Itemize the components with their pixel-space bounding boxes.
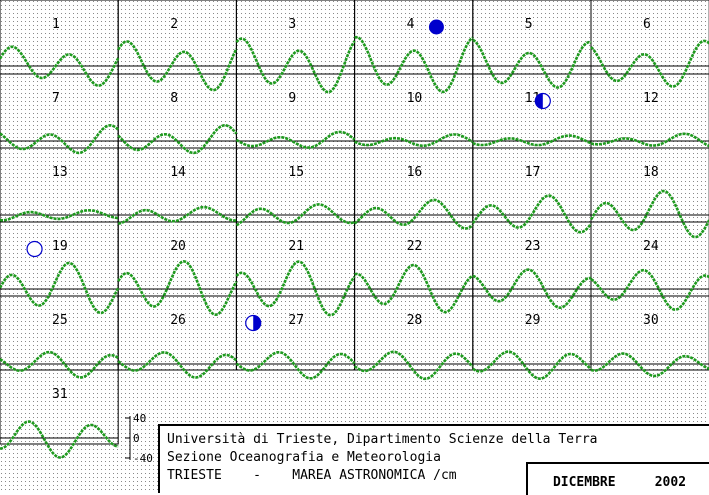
day-label: 29 <box>525 313 541 328</box>
day-label: 24 <box>643 239 659 254</box>
day-cells <box>0 0 709 445</box>
tide-curve <box>471 194 593 234</box>
tide-curve <box>235 203 355 227</box>
tide-curve <box>590 352 709 378</box>
last-quarter-moon-icon <box>245 314 262 332</box>
day-label: 5 <box>525 17 533 32</box>
day-label: 15 <box>288 165 304 180</box>
tide-curve <box>235 130 356 149</box>
month-text: DICEMBRE <box>552 475 616 490</box>
day-label: 10 <box>407 91 423 106</box>
tide-curve <box>117 260 238 317</box>
day-label: 25 <box>52 313 68 328</box>
day-label: 26 <box>170 313 186 328</box>
tide-curve <box>235 37 356 94</box>
tide-curve <box>117 205 237 225</box>
year-text: 2002 <box>654 475 687 490</box>
first-quarter-moon-icon <box>534 92 551 110</box>
y-tick-label: 40 <box>133 412 146 425</box>
tide-curve <box>472 268 592 310</box>
new-moon-icon <box>428 19 444 35</box>
tide-curve <box>0 261 120 315</box>
tide-curve <box>0 124 120 155</box>
tide-curve <box>472 134 592 147</box>
day-label: 16 <box>407 165 423 180</box>
day-label: 23 <box>525 239 541 254</box>
tide-curve <box>472 350 592 381</box>
tide-curve <box>117 351 238 379</box>
tide-curve <box>117 124 238 155</box>
tide-curve <box>0 420 119 459</box>
day-label: 9 <box>288 91 296 106</box>
tide-curve <box>235 260 356 317</box>
tide-curve <box>472 38 592 89</box>
day-label: 14 <box>170 165 186 180</box>
tide-curve <box>354 133 474 148</box>
chart-title: TRIESTE - MAREA ASTRONOMICA /cm <box>167 468 457 483</box>
day-cell <box>590 295 709 371</box>
tide-curves <box>0 35 709 459</box>
day-label: 17 <box>525 165 541 180</box>
full-moon-icon <box>26 240 43 258</box>
day-label: 2 <box>170 17 178 32</box>
info-box: Università di Trieste, Dipartimento Scie… <box>158 424 709 495</box>
day-label: 20 <box>170 239 186 254</box>
day-label: 1 <box>52 17 60 32</box>
tide-curve <box>0 209 119 222</box>
subject-text: MAREA ASTRONOMICA /cm <box>292 468 457 483</box>
tide-curve <box>353 350 474 381</box>
day-label: 27 <box>288 313 304 328</box>
day-label: 18 <box>643 165 659 180</box>
day-label: 6 <box>643 17 651 32</box>
tide-curve <box>590 39 709 88</box>
tide-curve <box>353 198 474 230</box>
institution-text: Università di Trieste, Dipartimento Scie… <box>167 432 598 447</box>
tide-curve <box>0 350 119 379</box>
location-text: TRIESTE <box>167 468 222 483</box>
month-year: DICEMBRE 2002 <box>528 475 709 490</box>
day-label: 28 <box>407 313 423 328</box>
tide-curve <box>354 263 474 314</box>
day-label: 19 <box>52 239 68 254</box>
tide-curve <box>0 45 120 87</box>
section-text: Sezione Oceanografia e Meteorologia <box>167 450 441 465</box>
y-tick-label: -40 <box>133 452 153 465</box>
month-box: DICEMBRE 2002 <box>526 462 709 495</box>
day-cell <box>0 369 119 445</box>
day-label: 7 <box>52 91 60 106</box>
day-label: 3 <box>288 17 296 32</box>
day-label: 21 <box>288 239 304 254</box>
moon-phases <box>26 19 551 332</box>
day-label: 8 <box>170 91 178 106</box>
tide-curve <box>354 35 474 94</box>
tide-curve <box>589 189 709 239</box>
day-label: 13 <box>52 165 68 180</box>
tide-curve <box>235 350 356 380</box>
tide-curve <box>117 40 238 92</box>
tide-curve <box>590 132 709 148</box>
y-scale: 40 0 -40 <box>125 412 153 465</box>
day-label: 31 <box>52 387 68 402</box>
y-tick-label: 0 <box>133 432 140 445</box>
tide-curve <box>590 268 709 311</box>
day-label: 22 <box>407 239 423 254</box>
day-label: 12 <box>643 91 659 106</box>
day-label: 4 <box>407 17 415 32</box>
day-label: 30 <box>643 313 659 328</box>
